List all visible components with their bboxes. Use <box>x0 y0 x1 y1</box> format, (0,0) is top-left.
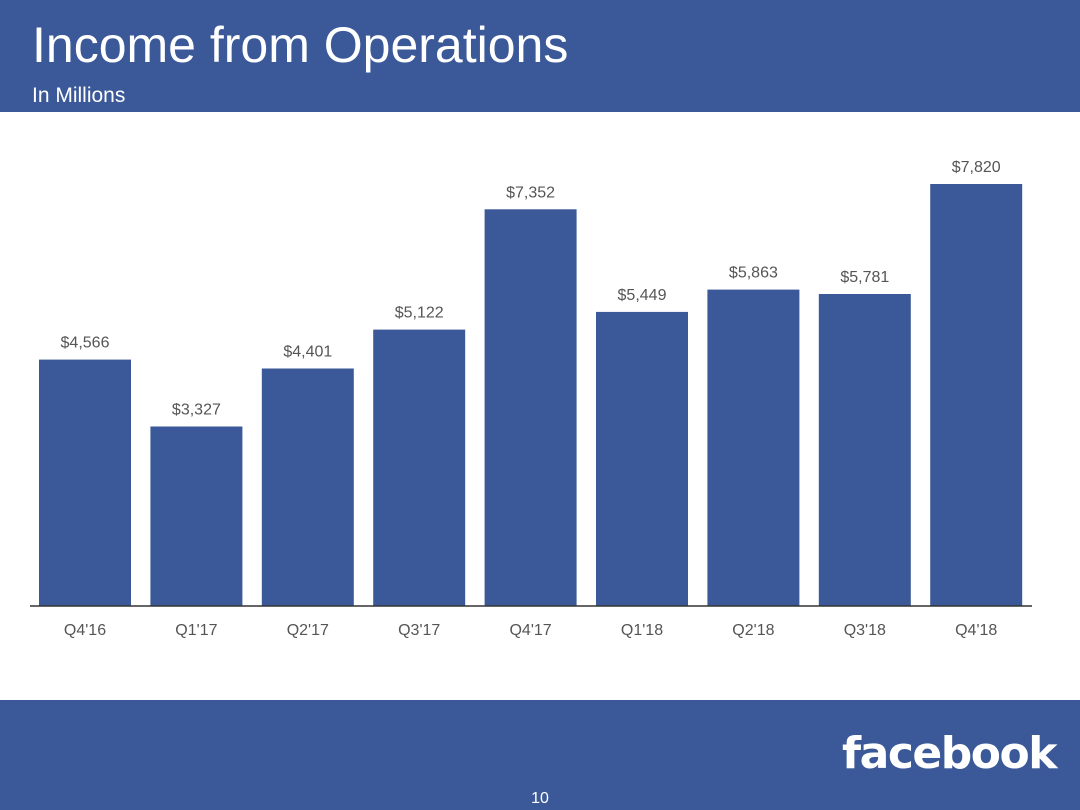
x-tick-label: Q1'18 <box>621 622 663 639</box>
value-label: $4,401 <box>283 344 332 361</box>
value-label: $5,122 <box>395 305 444 322</box>
value-label: $7,820 <box>952 159 1001 176</box>
value-label: $5,781 <box>840 269 889 286</box>
x-tick-label: Q2'18 <box>732 622 774 639</box>
bar-Q1'18 <box>596 311 688 606</box>
bar-chart: $4,566 Q4'16 $3,327 Q1'17 $4,401 Q2'17 $5,122 Q… <box>30 159 1032 639</box>
bar-Q4'18 <box>930 184 1023 606</box>
value-label: $3,327 <box>172 402 221 419</box>
slide-subtitle: In Millions <box>32 84 126 107</box>
x-tick-label: Q3'18 <box>844 622 886 639</box>
bar-Q4'16 <box>39 359 131 606</box>
value-label: $7,352 <box>506 184 555 201</box>
facebook-logo: facebook <box>842 728 1057 779</box>
bar-Q4'17 <box>484 209 577 607</box>
x-tick-label: Q3'17 <box>398 622 440 639</box>
x-tick-label: Q1'17 <box>175 622 217 639</box>
x-tick-label: Q4'17 <box>509 622 551 639</box>
header-band: Income from Operations In Millions <box>0 0 1080 112</box>
bar-Q1'17 <box>150 426 243 606</box>
x-tick-label: Q4'18 <box>955 622 997 639</box>
footer-band: facebook 10 <box>0 700 1080 810</box>
bar-Q3'18 <box>818 294 911 606</box>
bar-Q2'18 <box>707 289 800 606</box>
bar-Q3'17 <box>373 329 466 606</box>
value-label: $4,566 <box>61 335 110 352</box>
value-label: $5,863 <box>729 265 778 282</box>
bar-Q2'17 <box>261 368 354 606</box>
slide-title: Income from Operations <box>32 17 569 73</box>
chart-area: $4,566 Q4'16 $3,327 Q1'17 $4,401 Q2'17 $5,122 Q… <box>0 112 1080 700</box>
value-label: $5,449 <box>618 287 667 304</box>
x-tick-label: Q4'16 <box>64 622 106 639</box>
x-tick-label: Q2'17 <box>287 622 329 639</box>
page-number: 10 <box>531 790 549 807</box>
